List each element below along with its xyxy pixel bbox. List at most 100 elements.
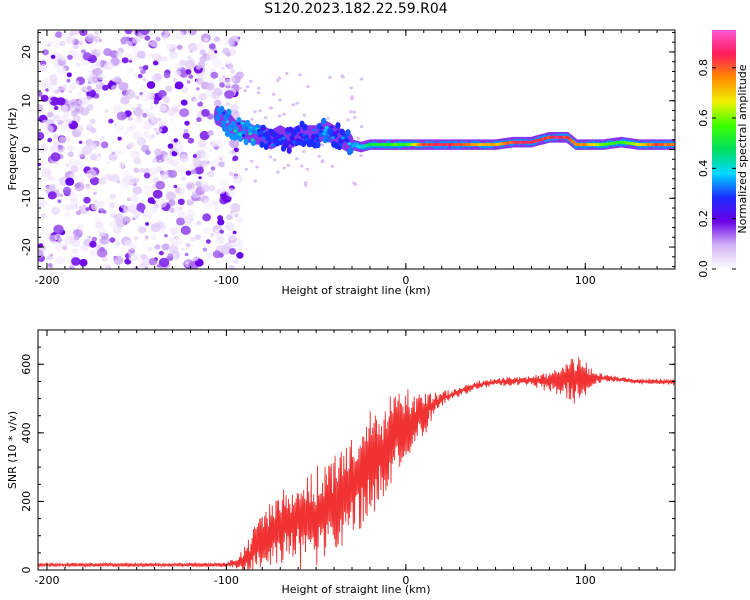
heatmap-noise-cell xyxy=(184,252,189,257)
heatmap-noise-cell xyxy=(268,155,273,159)
heatmap-noise-cell xyxy=(170,51,178,58)
heatmap-noise-cell xyxy=(353,116,357,119)
heatmap-noise-cell xyxy=(156,264,161,268)
heatmap-noise-cell xyxy=(139,263,145,269)
heatmap-noise-cell xyxy=(232,155,239,162)
heatmap-noise-cell xyxy=(104,61,114,70)
heatmap-noise-cell xyxy=(40,94,49,102)
colorbar-tick-label: 0.8 xyxy=(697,59,710,77)
heatmap-signal-core xyxy=(318,130,323,133)
heatmap-signal-core xyxy=(329,125,334,129)
heatmap-noise-cell xyxy=(243,89,247,93)
heatmap-noise-cell xyxy=(302,113,307,117)
heatmap-noise-cell xyxy=(64,204,72,211)
heatmap-signal-core xyxy=(260,127,265,131)
heatmap-noise-cell xyxy=(52,87,61,95)
heatmap-noise-cell xyxy=(213,99,222,107)
y-tick-label: 200 xyxy=(20,491,33,512)
x-tick-label: -100 xyxy=(214,274,239,287)
heatmap-noise-cell xyxy=(188,74,194,79)
heatmap-noise-cell xyxy=(79,230,83,234)
heatmap-noise-cell xyxy=(201,153,209,161)
heatmap-noise-cell xyxy=(47,263,53,267)
heatmap-noise-cell xyxy=(119,80,123,85)
heatmap-noise-cell xyxy=(228,150,233,155)
heatmap-noise-cell xyxy=(180,247,185,251)
heatmap-noise-cell xyxy=(52,39,61,48)
heatmap-noise-cell xyxy=(100,141,109,149)
heatmap-noise-cell xyxy=(202,213,212,222)
heatmap-noise-cell xyxy=(115,123,124,132)
heatmap-noise-cell xyxy=(131,37,140,44)
spectrogram-x-label: Height of straight line (km) xyxy=(281,284,430,297)
heatmap-noise-cell xyxy=(85,33,96,43)
heatmap-noise-cell xyxy=(155,131,160,135)
heatmap-signal-core xyxy=(347,142,352,146)
y-tick-label: 0 xyxy=(20,146,33,153)
heatmap-noise-cell xyxy=(180,186,185,190)
heatmap-noise-cell xyxy=(147,41,152,45)
heatmap-noise-cell xyxy=(282,112,286,116)
heatmap-noise-cell xyxy=(74,159,83,166)
heatmap-noise-cell xyxy=(116,180,121,184)
heatmap-noise-cell xyxy=(163,173,169,179)
heatmap-noise-cell xyxy=(272,158,277,162)
heatmap-noise-cell xyxy=(240,73,245,77)
heatmap-noise-cell xyxy=(94,67,103,76)
heatmap-noise-cell xyxy=(145,246,150,250)
heatmap-noise-cell xyxy=(123,130,129,135)
heatmap-noise-cell xyxy=(168,199,176,207)
heatmap-noise-cell xyxy=(199,130,210,141)
heatmap-noise-cell xyxy=(98,210,102,214)
heatmap-noise-cell xyxy=(359,77,364,81)
heatmap-noise-cell xyxy=(113,75,121,83)
heatmap-noise-cell xyxy=(144,185,154,195)
heatmap-noise-cell xyxy=(63,136,71,143)
heatmap-noise-cell xyxy=(219,229,224,234)
heatmap-noise-cell xyxy=(70,165,79,173)
heatmap-noise-cell xyxy=(230,203,241,213)
heatmap-noise-cell xyxy=(233,238,243,247)
heatmap-noise-cell xyxy=(198,221,204,226)
heatmap-noise-cell xyxy=(180,225,191,235)
heatmap-noise-cell xyxy=(109,193,116,200)
heatmap-noise-cell xyxy=(198,178,203,183)
heatmap-noise-cell xyxy=(79,258,88,267)
heatmap-noise-cell xyxy=(232,230,237,235)
heatmap-noise-cell xyxy=(114,213,123,222)
heatmap-noise-cell xyxy=(326,116,330,120)
heatmap-noise-cell xyxy=(86,169,97,179)
heatmap-noise-cell xyxy=(93,191,97,195)
heatmap-noise-cell xyxy=(277,76,282,80)
heatmap-noise-cell xyxy=(152,158,158,164)
heatmap-noise-cell xyxy=(195,65,201,70)
heatmap-noise-cell xyxy=(43,124,54,134)
heatmap-noise-cell xyxy=(226,63,234,70)
heatmap-noise-cell xyxy=(253,110,257,114)
spectrogram-y-axis: -20 -10 0 10 20 xyxy=(20,31,675,268)
heatmap-signal-core xyxy=(237,122,241,125)
heatmap-noise-cell xyxy=(183,129,189,134)
heatmap-noise-cell xyxy=(140,84,149,93)
heatmap-noise-cell xyxy=(55,255,66,265)
heatmap-signal-core xyxy=(249,125,254,129)
heatmap-noise-cell xyxy=(67,54,73,60)
heatmap-noise-cell xyxy=(276,170,280,174)
heatmap-noise-cell xyxy=(219,157,223,161)
heatmap-noise-cell xyxy=(120,203,127,209)
heatmap-noise-cell xyxy=(65,163,70,167)
heatmap-noise-cell xyxy=(194,166,204,175)
heatmap-signal-core xyxy=(346,139,350,143)
heatmap-noise-cell xyxy=(126,126,134,133)
heatmap-noise-cell xyxy=(69,83,77,90)
heatmap-noise-cell xyxy=(209,79,214,84)
heatmap-signal-layer xyxy=(213,105,675,156)
heatmap-noise-cell xyxy=(55,242,65,252)
heatmap-noise-cell xyxy=(236,216,244,224)
heatmap-noise-cell xyxy=(75,210,82,216)
heatmap-signal-core xyxy=(226,114,231,118)
heatmap-noise-cell xyxy=(282,166,287,170)
heatmap-noise-cell xyxy=(38,104,44,113)
heatmap-noise-cell xyxy=(38,199,48,208)
heatmap-signal-cell xyxy=(321,117,327,125)
